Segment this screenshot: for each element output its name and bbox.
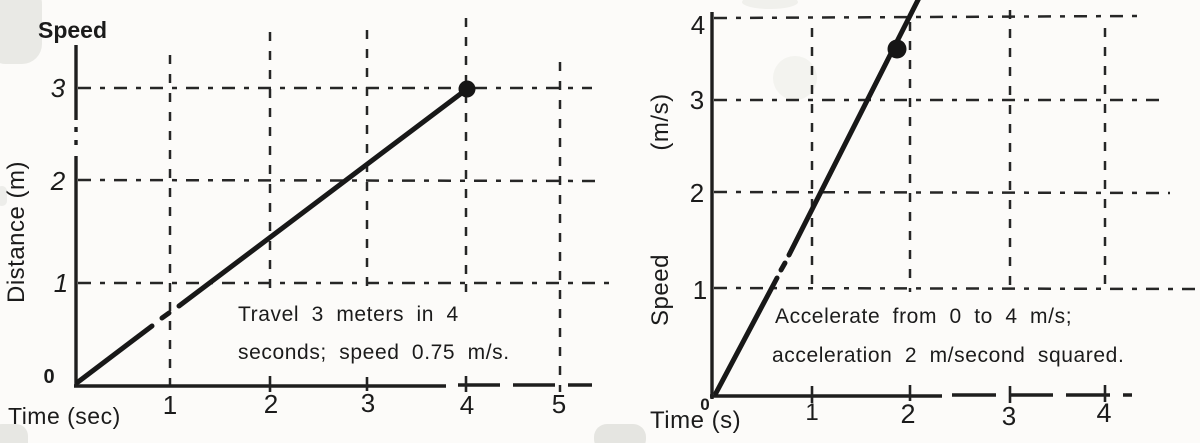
left-x-tick-5: 5: [552, 389, 566, 419]
right-gridlines: [713, 10, 1198, 293]
right-x-axis-label: Time (s): [650, 407, 741, 434]
right-origin-label: 0: [700, 395, 709, 414]
left-x-tick-labels: 1 2 3 4 5: [163, 388, 566, 420]
right-x-tick-4: 4: [1096, 398, 1111, 428]
right-gridline-y2: [713, 190, 1171, 195]
left-origin-label: 0: [43, 366, 54, 388]
right-y-axis-label-unit: (m/s): [647, 93, 674, 150]
left-data-line: [75, 86, 470, 385]
left-y-tick-labels: 3 2 1 0: [43, 73, 68, 388]
scan-artifacts: [0, 0, 817, 443]
right-y-tick-3: 3: [690, 85, 704, 115]
left-data-segment-1: [75, 323, 155, 385]
right-data-line: [713, 0, 921, 396]
scan-blotch-bottom-left: [0, 424, 28, 443]
scan-blotch-top-middle: [742, 0, 798, 9]
right-y-tick-1: 1: [693, 275, 707, 305]
left-y-tick-1: 1: [54, 268, 68, 298]
right-gridline-y1: [713, 286, 1198, 291]
left-annotation-line-1: Travel 3 meters in 4: [238, 303, 459, 326]
left-x-tick-1: 1: [163, 390, 177, 420]
left-axes: [74, 45, 592, 388]
right-y-axis-label-word: Speed: [647, 254, 674, 326]
right-data-segment-1: [713, 275, 780, 396]
left-y-tick-2: 2: [50, 166, 66, 196]
scan-whiteout-spot: [773, 56, 817, 100]
right-x-tick-3: 3: [1002, 401, 1016, 431]
left-data-point-marker: [458, 80, 476, 98]
left-y-tick-3: 3: [51, 73, 66, 103]
left-tick-marks: [268, 376, 468, 392]
right-annotation-line-2: acceleration 2 m/second squared.: [772, 344, 1124, 367]
left-x-tick-2: 2: [264, 389, 278, 419]
scan-blotch-top-left: [0, 0, 42, 64]
left-x-tick-4: 4: [460, 390, 474, 420]
right-chart: Accelerate from 0 to 4 m/s; acceleration…: [647, 0, 1198, 434]
right-data-point-marker: [887, 39, 907, 59]
right-axes: [710, 12, 1132, 399]
right-y-tick-4: 4: [691, 10, 705, 40]
left-x-axis-label: Time (sec): [8, 403, 121, 429]
right-y-tick-2: 2: [690, 178, 704, 208]
left-data-segment-2: [176, 86, 470, 309]
scan-blotch-left-edge: [0, 186, 7, 206]
right-data-segment-dash: [778, 260, 788, 273]
left-annotation-backdrop: [228, 296, 535, 368]
left-gridline-y2: [77, 178, 603, 183]
left-annotation-line-2: seconds; speed 0.75 m/s.: [238, 341, 510, 364]
right-tick-marks: [810, 385, 1107, 403]
right-x-tick-1: 1: [805, 399, 818, 426]
left-data-segment-dash: [159, 310, 172, 321]
left-chart: Travel 3 meters in 4 seconds; speed 0.75…: [3, 17, 614, 429]
right-x-tick-labels: 1 2 3 4: [805, 398, 1111, 431]
left-y-axis-label: Distance (m): [3, 161, 30, 303]
left-x-tick-3: 3: [361, 388, 375, 418]
right-annotation-line-1: Accelerate from 0 to 4 m/s;: [775, 305, 1072, 328]
right-x-tick-2: 2: [900, 399, 915, 429]
right-annotation-backdrop: [770, 298, 1198, 372]
scan-blotch-bottom-middle: [594, 424, 646, 443]
right-data-segment-2: [786, 0, 921, 258]
right-y-tick-labels: 4 3 2 1 0: [690, 10, 710, 414]
left-gridlines: [77, 18, 614, 392]
left-chart-title: Speed: [38, 17, 107, 43]
right-gridline-y4: [713, 14, 1141, 20]
